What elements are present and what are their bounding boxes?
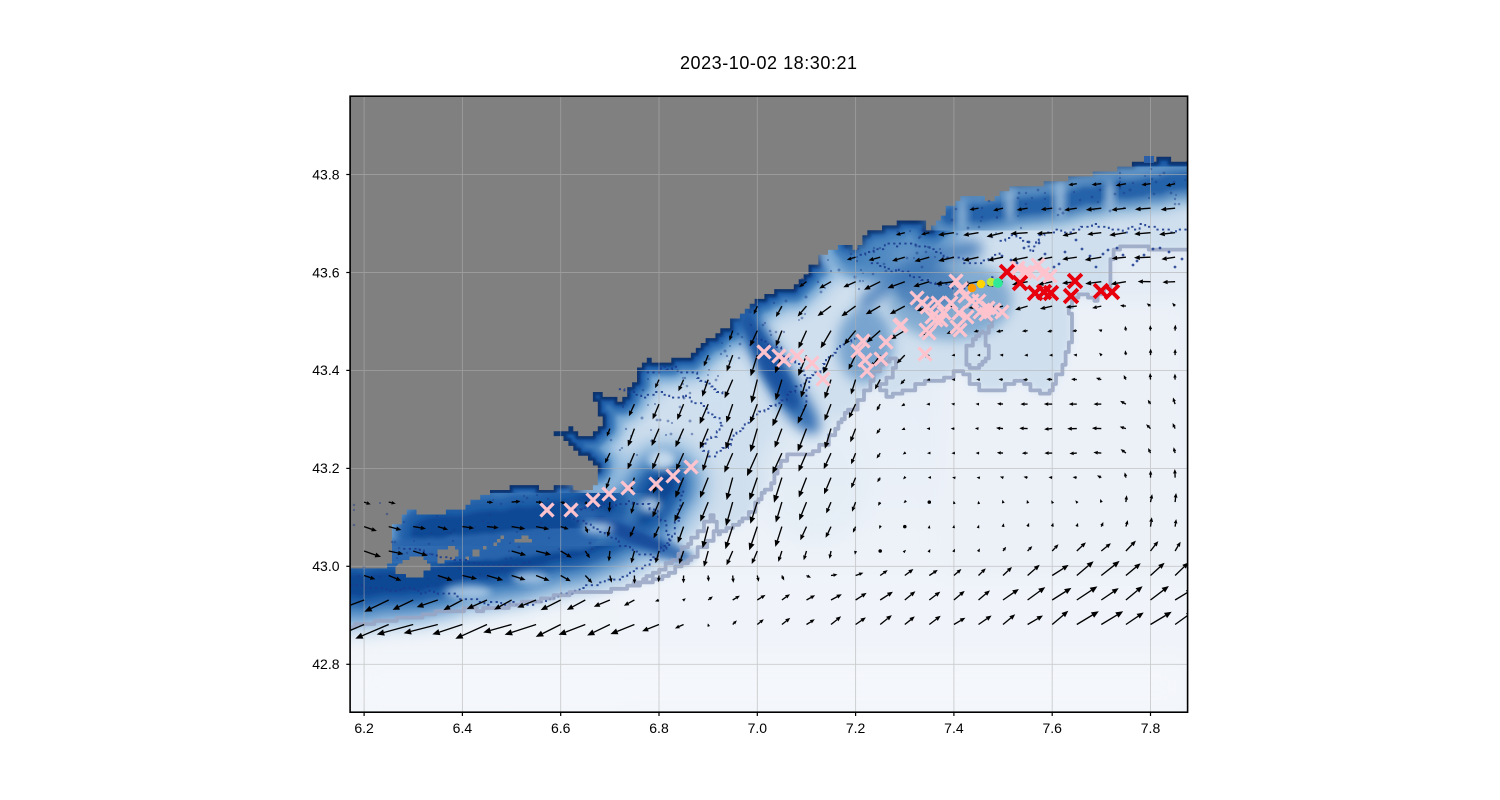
svg-text:43.6: 43.6 bbox=[312, 264, 339, 280]
svg-text:2023-10-02 18:30:21: 2023-10-02 18:30:21 bbox=[680, 53, 858, 73]
svg-text:7.2: 7.2 bbox=[846, 720, 866, 736]
svg-text:7.4: 7.4 bbox=[944, 720, 964, 736]
svg-text:43.0: 43.0 bbox=[312, 558, 339, 574]
svg-text:43.2: 43.2 bbox=[312, 460, 339, 476]
svg-text:43.4: 43.4 bbox=[312, 362, 339, 378]
svg-text:43.8: 43.8 bbox=[312, 166, 339, 182]
svg-text:6.2: 6.2 bbox=[354, 720, 374, 736]
svg-text:7.0: 7.0 bbox=[748, 720, 768, 736]
svg-text:6.8: 6.8 bbox=[649, 720, 669, 736]
svg-text:7.8: 7.8 bbox=[1141, 720, 1161, 736]
svg-text:42.8: 42.8 bbox=[312, 656, 339, 672]
svg-text:6.6: 6.6 bbox=[551, 720, 571, 736]
svg-text:6.4: 6.4 bbox=[453, 720, 473, 736]
svg-text:7.6: 7.6 bbox=[1042, 720, 1062, 736]
